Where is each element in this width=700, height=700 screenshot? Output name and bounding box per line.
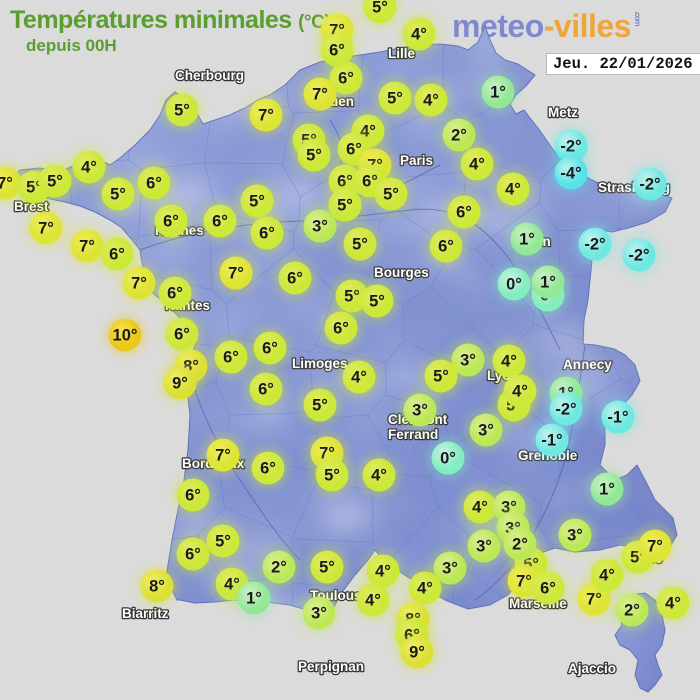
svg-text:4°: 4°	[472, 499, 488, 517]
svg-text:7°: 7°	[0, 175, 13, 193]
svg-text:-2°: -2°	[639, 176, 660, 194]
svg-text:2°: 2°	[624, 602, 640, 620]
svg-text:6°: 6°	[109, 246, 125, 264]
svg-text:4°: 4°	[599, 567, 615, 585]
svg-text:7°: 7°	[79, 238, 95, 256]
svg-text:5°: 5°	[47, 173, 63, 191]
svg-text:5°: 5°	[249, 193, 265, 211]
svg-text:2°: 2°	[512, 536, 528, 554]
svg-text:6°: 6°	[259, 225, 275, 243]
svg-text:6°: 6°	[185, 487, 201, 505]
svg-text:4°: 4°	[417, 580, 433, 598]
svg-text:6°: 6°	[185, 546, 201, 564]
svg-text:7°: 7°	[228, 265, 244, 283]
svg-text:5°: 5°	[372, 0, 388, 17]
svg-text:-2°: -2°	[628, 247, 649, 265]
svg-text:4°: 4°	[505, 181, 521, 199]
svg-text:3°: 3°	[460, 352, 476, 370]
svg-text:6°: 6°	[438, 238, 454, 256]
svg-text:9°: 9°	[172, 375, 188, 393]
svg-text:5°: 5°	[319, 559, 335, 577]
svg-text:5°: 5°	[306, 147, 322, 165]
svg-text:5°: 5°	[215, 533, 231, 551]
svg-text:6°: 6°	[262, 340, 278, 358]
svg-text:6°: 6°	[223, 349, 239, 367]
svg-text:5°: 5°	[337, 197, 353, 215]
svg-text:5°: 5°	[433, 368, 449, 386]
svg-text:Metz: Metz	[548, 105, 578, 120]
svg-text:4°: 4°	[501, 353, 517, 371]
svg-text:5°: 5°	[110, 186, 126, 204]
svg-text:-1°: -1°	[541, 432, 562, 450]
svg-text:3°: 3°	[412, 402, 428, 420]
svg-text:5°: 5°	[369, 293, 385, 311]
svg-text:6°: 6°	[540, 580, 556, 598]
svg-text:2°: 2°	[451, 127, 467, 145]
svg-text:3°: 3°	[567, 527, 583, 545]
svg-text:6°: 6°	[174, 326, 190, 344]
svg-text:6°: 6°	[163, 213, 179, 231]
svg-text:Biarritz: Biarritz	[122, 606, 169, 621]
svg-text:6°: 6°	[333, 320, 349, 338]
svg-text:5°: 5°	[312, 397, 328, 415]
svg-text:1°: 1°	[490, 84, 506, 102]
svg-text:6°: 6°	[338, 70, 354, 88]
svg-text:5°: 5°	[383, 186, 399, 204]
svg-text:5°: 5°	[352, 236, 368, 254]
svg-text:3°: 3°	[476, 538, 492, 556]
svg-text:6°: 6°	[212, 213, 228, 231]
svg-text:10°: 10°	[113, 327, 138, 345]
svg-text:5°: 5°	[174, 102, 190, 120]
svg-text:4°: 4°	[375, 563, 391, 581]
svg-text:4°: 4°	[365, 592, 381, 610]
svg-text:5°: 5°	[387, 90, 403, 108]
svg-text:6°: 6°	[167, 285, 183, 303]
svg-text:4°: 4°	[371, 467, 387, 485]
svg-text:Cherbourg: Cherbourg	[175, 68, 244, 83]
svg-text:0°: 0°	[440, 450, 456, 468]
svg-text:Ajaccio: Ajaccio	[568, 661, 616, 676]
svg-text:7°: 7°	[312, 86, 328, 104]
svg-text:7°: 7°	[38, 220, 54, 238]
svg-text:3°: 3°	[312, 218, 328, 236]
svg-text:6°: 6°	[329, 42, 345, 60]
svg-text:0°: 0°	[506, 276, 522, 294]
svg-text:-4°: -4°	[560, 165, 581, 183]
svg-text:9°: 9°	[409, 644, 425, 662]
svg-text:-1°: -1°	[607, 409, 628, 427]
svg-text:3°: 3°	[478, 422, 494, 440]
svg-text:4°: 4°	[411, 26, 427, 44]
svg-text:6°: 6°	[146, 175, 162, 193]
svg-text:8°: 8°	[149, 578, 165, 596]
svg-text:7°: 7°	[131, 275, 147, 293]
svg-text:1°: 1°	[519, 231, 535, 249]
svg-text:4°: 4°	[423, 92, 439, 110]
svg-text:2°: 2°	[271, 559, 287, 577]
svg-text:3°: 3°	[442, 560, 458, 578]
svg-text:4°: 4°	[469, 156, 485, 174]
svg-text:4°: 4°	[665, 595, 681, 613]
svg-text:-2°: -2°	[584, 236, 605, 254]
svg-text:Perpignan: Perpignan	[298, 659, 364, 674]
svg-text:1°: 1°	[246, 590, 262, 608]
svg-text:6°: 6°	[260, 460, 276, 478]
svg-text:6°: 6°	[287, 270, 303, 288]
svg-text:3°: 3°	[311, 605, 327, 623]
svg-text:4°: 4°	[351, 369, 367, 387]
svg-text:5°: 5°	[324, 467, 340, 485]
svg-text:1°: 1°	[540, 274, 556, 292]
svg-text:7°: 7°	[215, 447, 231, 465]
svg-text:4°: 4°	[512, 383, 528, 401]
svg-text:6°: 6°	[456, 204, 472, 222]
svg-text:-2°: -2°	[555, 401, 576, 419]
svg-text:7°: 7°	[647, 538, 663, 556]
svg-text:7°: 7°	[258, 107, 274, 125]
svg-text:6°: 6°	[258, 381, 274, 399]
svg-text:1°: 1°	[599, 481, 615, 499]
svg-text:4°: 4°	[81, 159, 97, 177]
